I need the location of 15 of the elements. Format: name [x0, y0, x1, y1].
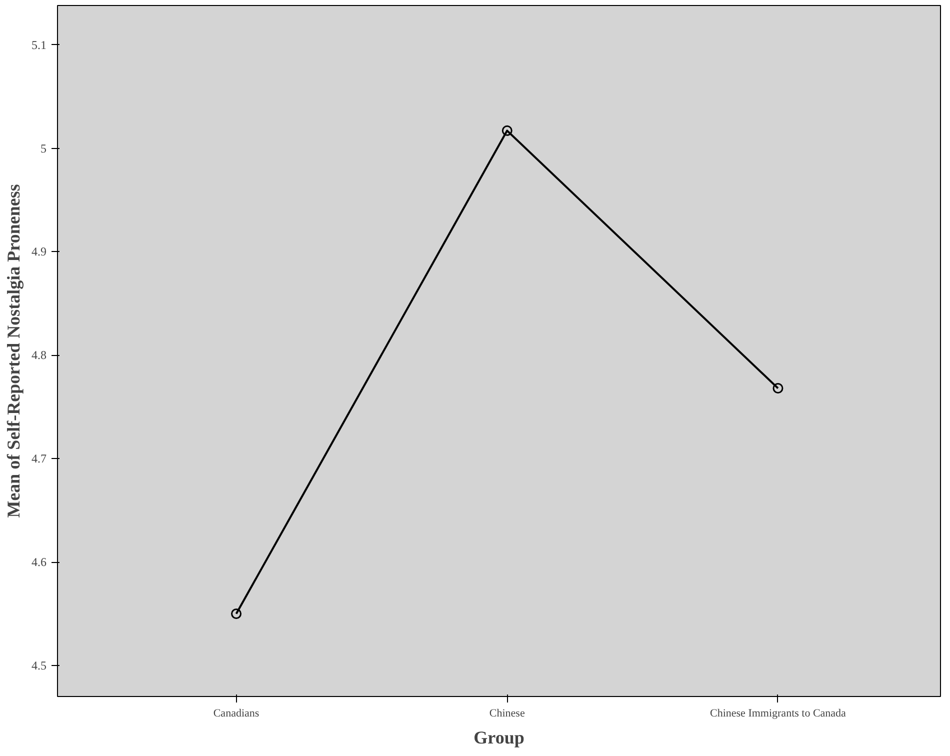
y-tick-label: 4.5 — [32, 658, 46, 672]
y-tick-label: 4.8 — [32, 348, 46, 362]
y-tick-label: 4.7 — [32, 452, 46, 466]
y-tick-label: 5 — [40, 141, 46, 156]
y-tick-label: 4.6 — [32, 555, 46, 570]
x-tick-label: Chinese — [489, 708, 525, 720]
point — [502, 125, 512, 136]
x-tick-label: Canadians — [213, 708, 260, 720]
x-axis-title: Group — [474, 728, 524, 748]
point — [772, 383, 784, 394]
y-tick-label: 5.1 — [32, 38, 46, 52]
y-tick-label: 4.9 — [32, 244, 46, 259]
point — [231, 608, 242, 619]
x-tick-label: Chinese Immigrants to Canada — [710, 708, 846, 720]
y-axis-title: Mean of Self-Reported Nostalgia Proneness — [4, 184, 24, 518]
